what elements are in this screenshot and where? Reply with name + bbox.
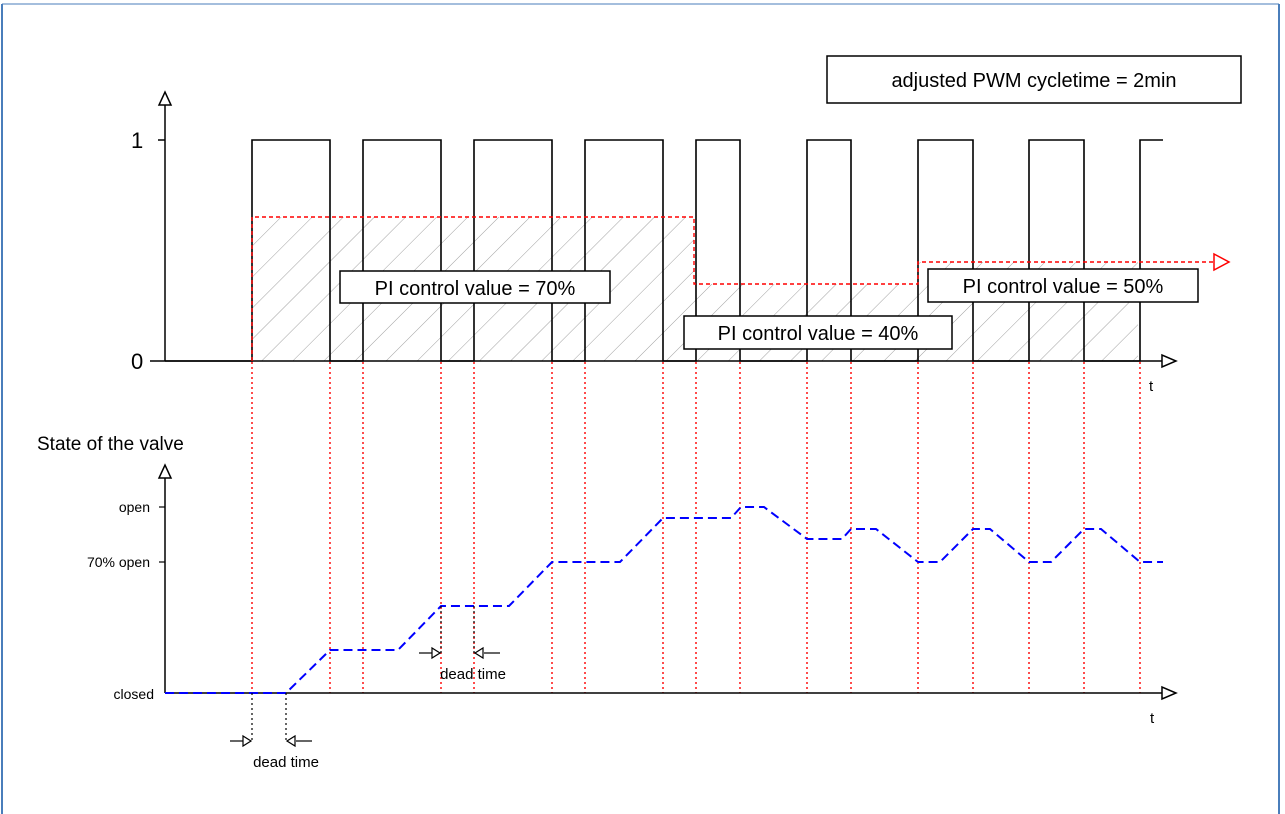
control-value-label-50: PI control value = 50% (963, 276, 1164, 298)
valve-time-label: t (1150, 710, 1155, 727)
pwm-tick-high: 1 (131, 128, 143, 153)
valve-state-line (165, 506, 1163, 694)
control-value-arrow-icon (1213, 252, 1231, 272)
valve-y-arrow-icon (157, 463, 173, 479)
valve-level-open: open (119, 499, 150, 515)
control-value-label-40: PI control value = 40% (718, 323, 919, 345)
cycle-time-box (826, 55, 1242, 104)
pwm-tick-low: 0 (131, 349, 143, 374)
pwm-signal-line (165, 139, 1163, 362)
dead-time-arrow-right-icon (431, 646, 442, 660)
pwm-x-arrow-icon (1161, 353, 1178, 369)
control-value-label-box (339, 270, 611, 304)
pwm-time-label: t (1149, 378, 1154, 395)
cycle-time-text: adjusted PWM cycletime = 2min (891, 70, 1176, 92)
dead-time-arrow-left-icon (285, 734, 296, 748)
control-value-label-box (927, 268, 1199, 303)
valve-level-closed: closed (114, 686, 154, 702)
control-value-label-70: PI control value = 70% (375, 278, 576, 300)
valve-x-arrow-icon (1161, 685, 1178, 701)
valve-axes (157, 463, 1178, 701)
dead-time-arrow-left-icon (473, 646, 484, 660)
valve-axis-title: State of the valve (37, 434, 184, 455)
valve-level-70: 70% open (87, 554, 150, 570)
control-value-line (251, 216, 1215, 361)
dead-time-label: dead time (253, 754, 319, 771)
pwm-y-arrow-icon (157, 90, 173, 106)
dead-time-label: dead time (440, 666, 506, 683)
dead-time-marker (230, 693, 312, 748)
dead-time-arrow-right-icon (242, 734, 253, 748)
control-value-label-box (683, 315, 953, 350)
dead-time-marker (419, 606, 500, 660)
sync-lines (251, 362, 1141, 693)
